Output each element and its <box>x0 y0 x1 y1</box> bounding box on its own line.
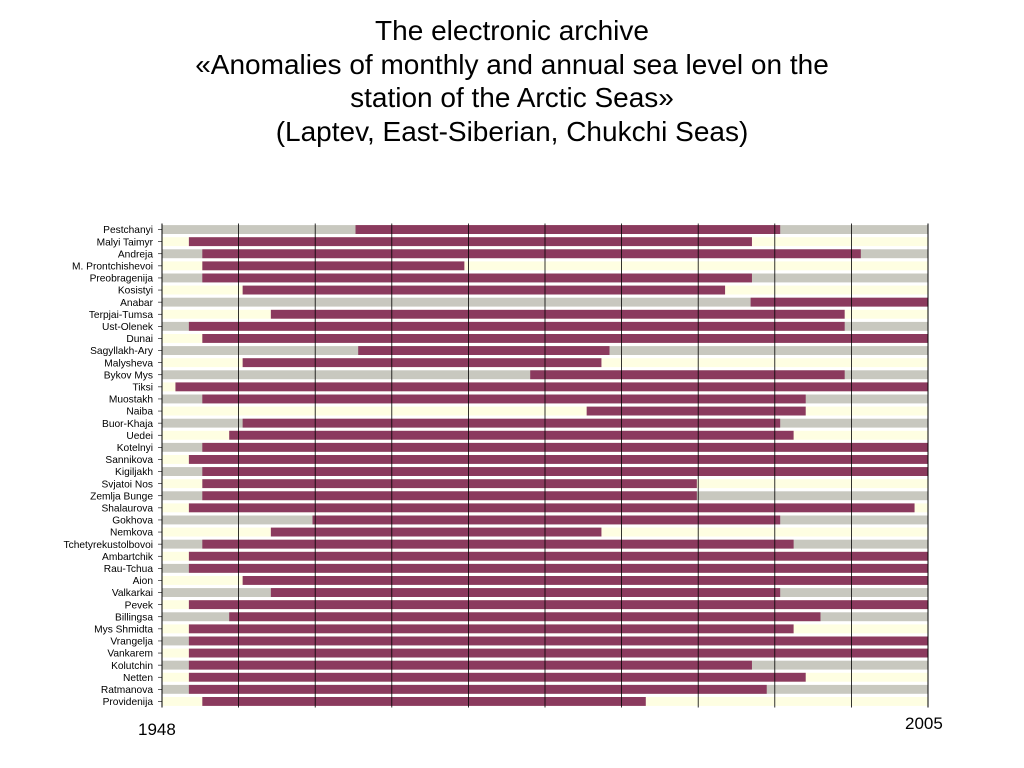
station-label: Sagyllakh-Ary <box>90 346 154 357</box>
station-label: Billingsa <box>115 612 153 623</box>
station-label: Mys Shmidta <box>94 624 153 635</box>
station-label: Valkarkai <box>112 588 153 599</box>
station-label: Ust-Olenek <box>102 322 154 333</box>
station-label: Buor-Khaja <box>102 419 153 430</box>
title-line-2: «Anomalies of monthly and annual sea lev… <box>195 48 829 80</box>
station-data-bar <box>202 479 697 489</box>
station-data-bar <box>188 237 752 247</box>
station-data-bar <box>188 563 928 573</box>
station-data-bar <box>312 515 781 525</box>
station-label: Pevek <box>125 600 154 611</box>
station-label: Anabar <box>120 298 153 309</box>
station-label: Vrangelja <box>110 637 153 648</box>
station-data-bar <box>188 636 928 646</box>
station-data-bar <box>188 648 928 658</box>
station-label: Preobragenija <box>90 274 154 285</box>
station-data-bar <box>270 588 781 597</box>
station-data-bar <box>242 418 781 428</box>
tick-group <box>158 229 162 702</box>
station-label: Kosistyi <box>118 286 153 297</box>
station-data-bar <box>242 576 928 585</box>
station-data-bar <box>202 334 928 343</box>
station-label: Shalaurova <box>101 503 153 514</box>
gridlines-group <box>161 223 929 708</box>
station-label: Nemkova <box>110 528 153 539</box>
station-label: Svjatoi Nos <box>101 479 153 490</box>
station-data-bar <box>202 261 465 271</box>
station-data-bar <box>202 249 861 259</box>
station-label: Malysheva <box>104 358 153 369</box>
station-data-bar <box>188 321 845 331</box>
station-label: Naiba <box>126 407 153 418</box>
station-label: Kigiljakh <box>115 467 153 478</box>
station-data-bar <box>202 467 928 476</box>
station-data-bar <box>270 527 602 537</box>
station-data-bar <box>202 442 928 452</box>
station-label: Kotelnyi <box>117 443 153 454</box>
station-data-bar <box>530 370 845 380</box>
station-data-bar <box>229 430 794 440</box>
station-data-bar <box>202 491 697 501</box>
station-label: Rau-Tchua <box>104 564 154 575</box>
title-line-4: (Laptev, East-Siberian, Chukchi Seas) <box>275 115 749 147</box>
station-data-bar <box>270 309 845 319</box>
station-label: Muostakh <box>109 395 153 406</box>
station-data-bar <box>188 503 915 513</box>
station-data-bar <box>202 697 646 706</box>
station-label: Kolutchin <box>111 661 153 672</box>
station-data-bar <box>188 684 767 694</box>
station-data-bar <box>188 600 928 610</box>
station-label: Tchetyrekustolbovoi <box>64 540 153 551</box>
station-data-bar <box>586 406 806 416</box>
title-line-3: station of the Arctic Seas» <box>350 82 674 113</box>
station-data-bar <box>202 273 752 283</box>
title-line-1: The electronic archive <box>375 15 649 46</box>
station-data-bar <box>188 660 752 670</box>
station-label: Terpjai-Tumsa <box>89 310 153 321</box>
station-label: Malyi Taimyr <box>97 237 154 248</box>
station-label: Providenija <box>103 697 154 708</box>
station-label: Aion <box>133 576 153 587</box>
station-label: Pestchanyi <box>103 225 153 236</box>
station-label: Ratmanova <box>101 685 153 696</box>
station-data-bar <box>188 455 928 464</box>
station-data-bar <box>202 539 794 549</box>
station-data-bar <box>175 382 928 392</box>
station-label: Sannikova <box>105 455 153 466</box>
station-label: Gokhova <box>112 516 153 527</box>
station-label: Dunai <box>126 334 153 345</box>
station-data-bar <box>202 394 806 404</box>
chart-title: The electronic archive «Anomalies of mon… <box>0 14 1024 148</box>
station-data-bar <box>358 346 610 355</box>
station-data-bar <box>188 624 794 634</box>
x-axis-start-label: 1948 <box>138 720 176 739</box>
station-data-bar <box>355 225 781 234</box>
station-label: Andreja <box>118 249 153 260</box>
station-data-bar <box>188 551 928 561</box>
station-data-bar <box>242 358 602 368</box>
station-label: Ambartchik <box>102 552 154 563</box>
station-data-bar <box>750 297 928 307</box>
station-data-bar <box>229 612 821 622</box>
station-label: Zemlja Bunge <box>90 491 153 502</box>
station-label: Netten <box>123 673 153 684</box>
station-label: Bykov Mys <box>104 370 153 381</box>
station-label: Tiksi <box>132 382 153 393</box>
station-label: Vankarem <box>107 649 153 660</box>
station-data-bar <box>242 285 726 295</box>
station-data-bar <box>188 672 806 682</box>
x-axis-end-label: 2005 <box>905 714 943 733</box>
station-label: Uedei <box>126 431 153 442</box>
station-label: M. Prontchishevoi <box>72 261 153 272</box>
